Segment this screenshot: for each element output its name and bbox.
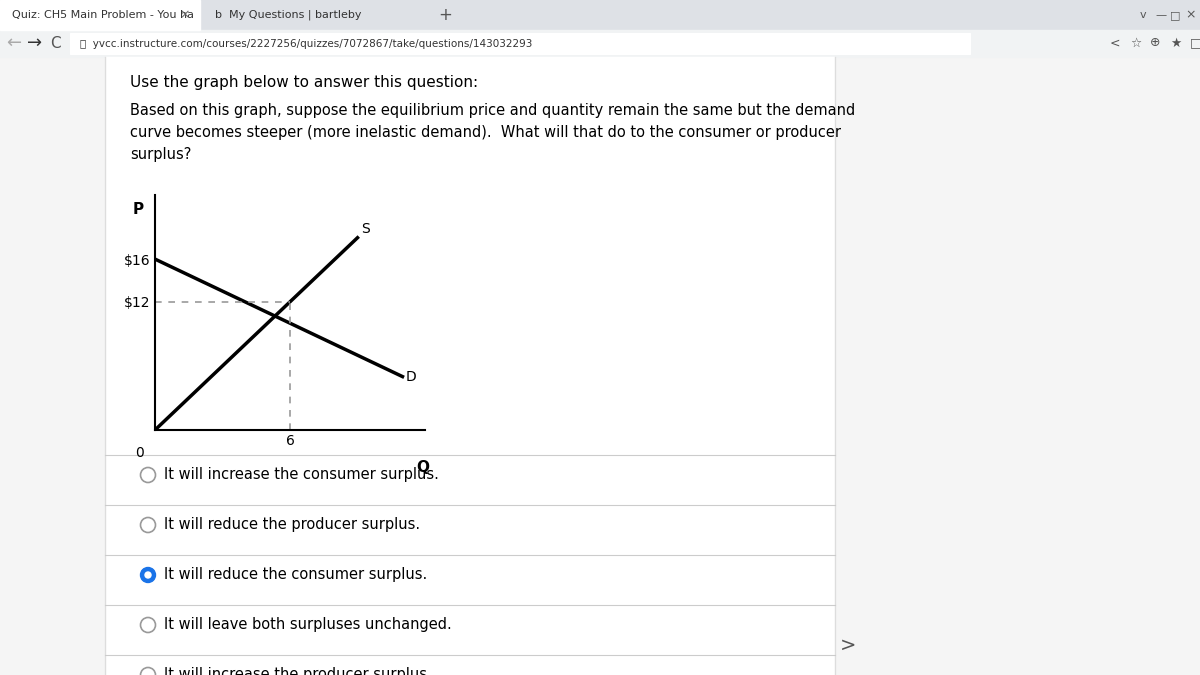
Text: S: S — [361, 221, 370, 236]
Text: Quiz: CH5 Main Problem - You ha: Quiz: CH5 Main Problem - You ha — [12, 10, 194, 20]
Text: It will leave both surpluses unchanged.: It will leave both surpluses unchanged. — [164, 618, 451, 632]
Text: □: □ — [1190, 36, 1200, 49]
Text: ×: × — [1186, 9, 1195, 22]
Text: v: v — [1140, 10, 1147, 20]
Text: □: □ — [1170, 10, 1181, 20]
Text: Q: Q — [416, 460, 430, 475]
Text: →: → — [28, 34, 42, 52]
Circle shape — [145, 572, 151, 578]
Text: C: C — [49, 36, 60, 51]
Text: It will reduce the producer surplus.: It will reduce the producer surplus. — [164, 518, 420, 533]
Text: +: + — [438, 6, 452, 24]
Text: —: — — [1154, 10, 1166, 20]
Text: It will increase the producer surplus.: It will increase the producer surplus. — [164, 668, 432, 675]
Text: D: D — [406, 370, 416, 383]
Text: P: P — [133, 202, 144, 217]
Bar — [106, 57, 835, 675]
Text: 🔒  yvcc.instructure.com/courses/2227256/quizzes/7072867/take/questions/143032293: 🔒 yvcc.instructure.com/courses/2227256/q… — [80, 39, 533, 49]
Text: ★: ★ — [1170, 36, 1181, 49]
Text: It will increase the consumer surplus.: It will increase the consumer surplus. — [164, 468, 439, 483]
Text: Use the graph below to answer this question:: Use the graph below to answer this quest… — [130, 75, 478, 90]
Text: It will reduce the consumer surplus.: It will reduce the consumer surplus. — [164, 568, 427, 583]
Text: ×: × — [180, 9, 191, 22]
Text: Based on this graph, suppose the equilibrium price and quantity remain the same : Based on this graph, suppose the equilib… — [130, 103, 856, 118]
Text: <: < — [1110, 36, 1121, 49]
Bar — [0, 0, 200, 30]
Circle shape — [140, 568, 156, 583]
Text: b  My Questions | bartleby: b My Questions | bartleby — [215, 9, 361, 20]
Text: ☆: ☆ — [1130, 36, 1141, 49]
Text: 0: 0 — [136, 446, 144, 460]
Text: curve becomes steeper (more inelastic demand).  What will that do to the consume: curve becomes steeper (more inelastic de… — [130, 125, 841, 140]
Text: surplus?: surplus? — [130, 147, 191, 162]
Text: >: > — [840, 635, 857, 655]
Text: ⊕: ⊕ — [1150, 36, 1160, 49]
Bar — [70, 33, 970, 54]
Bar — [0, 30, 1200, 57]
Bar — [0, 0, 1200, 30]
Text: ←: ← — [6, 34, 22, 52]
